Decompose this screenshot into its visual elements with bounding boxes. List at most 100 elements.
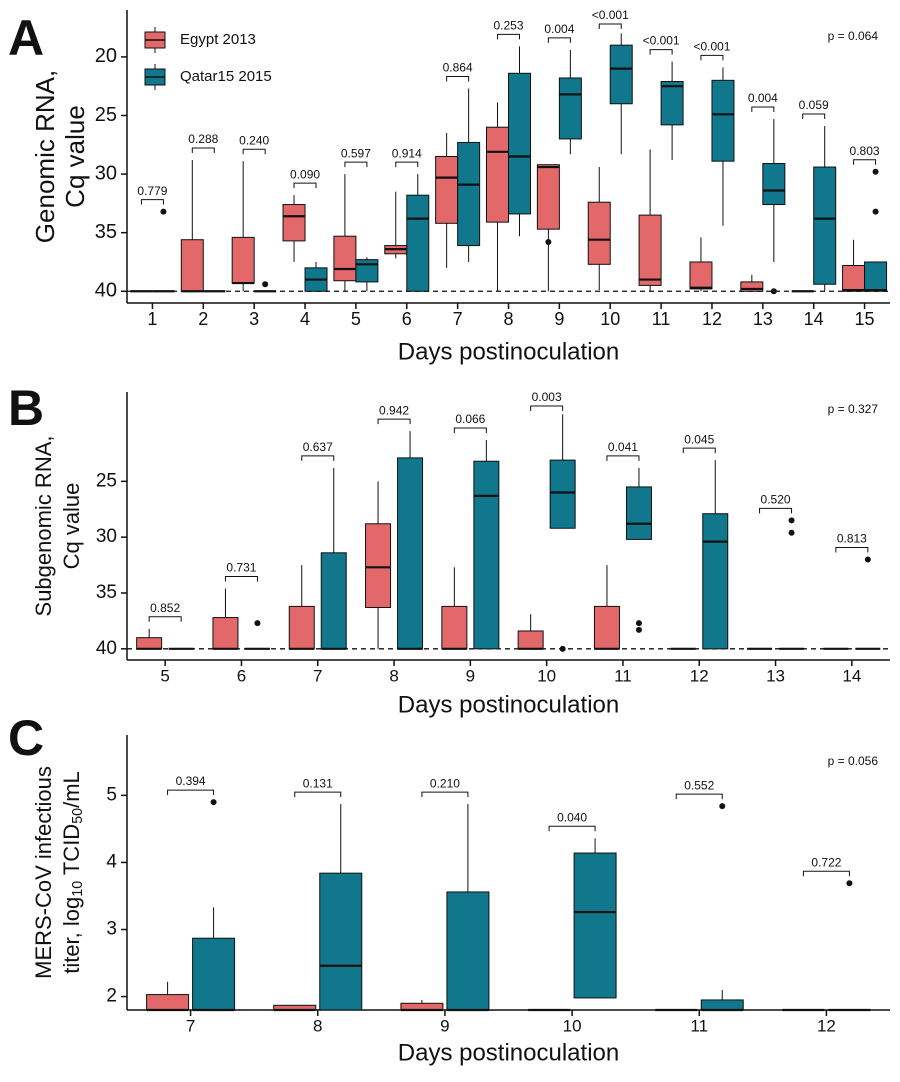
p-value: 0.779: [137, 184, 167, 198]
p-bracket: [682, 447, 716, 454]
p-bracket: [148, 616, 182, 622]
box: [231, 236, 255, 284]
y-tick-label: 25: [96, 470, 117, 491]
overall-p-value: p = 0.064: [828, 29, 879, 43]
p-bracket: [191, 147, 215, 154]
y-axis-label-part: MERS-CoV infectious: [31, 766, 56, 979]
p-bracket: [649, 49, 673, 55]
x-tick-label: 12: [702, 309, 722, 329]
outlier: [864, 556, 871, 563]
x-tick-label: 11: [614, 666, 632, 685]
box: [212, 617, 239, 650]
x-axis-label: Days postinoculation: [398, 1039, 619, 1066]
y-tick-label: 40: [96, 638, 117, 659]
x-tick-label: 8: [389, 666, 398, 685]
p-value: 0.004: [748, 91, 778, 105]
box: [457, 141, 481, 247]
y-tick-label: 35: [95, 221, 117, 243]
p-value: 0.131: [303, 776, 333, 790]
outlier: [559, 645, 566, 652]
box: [288, 605, 315, 650]
x-tick-label: 11: [652, 309, 671, 329]
box: [508, 72, 531, 215]
y-tick-label: 3: [106, 919, 117, 940]
p-value: <0.001: [693, 40, 730, 54]
outlier: [160, 208, 167, 215]
p-value: 0.813: [837, 532, 867, 546]
box: [573, 852, 617, 999]
p-value: 0.394: [176, 774, 206, 788]
box: [365, 523, 392, 609]
y-axis-label-part: titer, log: [59, 897, 84, 974]
box: [446, 891, 490, 1011]
p-bracket: [395, 161, 419, 168]
box: [536, 164, 560, 230]
y-axis-label-part: Subgenomic RNA,: [31, 436, 56, 617]
p-bracket: [530, 405, 564, 411]
box: [282, 204, 306, 242]
x-tick-label: 10: [600, 309, 620, 329]
x-tick-label: 2: [198, 309, 208, 329]
box: [333, 235, 357, 282]
p-value: 0.045: [684, 432, 714, 446]
p-bracket: [453, 427, 487, 434]
box: [320, 552, 347, 650]
x-tick-label: 13: [753, 309, 773, 329]
x-tick-label: 1: [147, 309, 157, 329]
y-axis-label: Genomic RNA,: [30, 70, 60, 243]
box: [180, 239, 204, 292]
p-bracket: [446, 76, 470, 82]
p-value: 0.852: [150, 601, 180, 615]
box: [702, 513, 729, 650]
x-axis-label: Days postinoculation: [398, 338, 619, 365]
y-axis-label: titer, log10 TCID50/mL: [59, 771, 86, 974]
p-value: 0.803: [850, 144, 880, 158]
box: [441, 605, 468, 650]
outlier: [872, 208, 879, 215]
p-bracket: [802, 870, 850, 877]
overall-p-value: p = 0.056: [828, 754, 879, 768]
p-value: 0.253: [493, 19, 523, 33]
p-value: <0.001: [592, 8, 629, 22]
p-bracket: [853, 159, 877, 165]
p-value: 0.003: [532, 390, 562, 404]
panel-label: B: [8, 380, 44, 436]
x-tick-label: 9: [466, 666, 475, 685]
x-tick-label: 8: [503, 309, 513, 329]
box: [406, 194, 430, 292]
p-value: 0.210: [430, 776, 460, 790]
box: [517, 630, 544, 650]
x-tick-label: 14: [804, 309, 824, 329]
box: [397, 457, 424, 650]
y-tick-label: 2: [106, 986, 117, 1007]
p-bracket: [301, 455, 335, 461]
box: [146, 994, 190, 1011]
outlier: [262, 281, 269, 288]
p-bracket: [675, 793, 723, 800]
panel-label: A: [8, 10, 44, 66]
y-tick-label: 30: [96, 526, 117, 547]
x-tick-label: 6: [237, 666, 246, 685]
box: [473, 460, 500, 650]
p-value: 0.090: [290, 167, 320, 181]
x-tick-label: 9: [554, 309, 564, 329]
y-axis-label-part: Cq value: [59, 483, 84, 570]
box: [587, 201, 611, 265]
y-axis-label-part: Cq value: [60, 105, 90, 208]
p-bracket: [548, 825, 596, 832]
x-tick-label: 11: [690, 1016, 708, 1035]
box: [740, 281, 764, 292]
box: [549, 459, 576, 529]
legend-label: Egypt 2013: [180, 31, 256, 48]
p-bracket: [606, 455, 640, 461]
p-value: 0.041: [608, 440, 638, 454]
x-tick-label: 7: [453, 309, 463, 329]
p-value: <0.001: [643, 34, 680, 48]
x-tick-label: 12: [817, 1016, 836, 1035]
y-tick-label: 40: [95, 280, 117, 302]
p-bracket: [598, 23, 622, 29]
x-tick-label: 13: [766, 666, 785, 685]
